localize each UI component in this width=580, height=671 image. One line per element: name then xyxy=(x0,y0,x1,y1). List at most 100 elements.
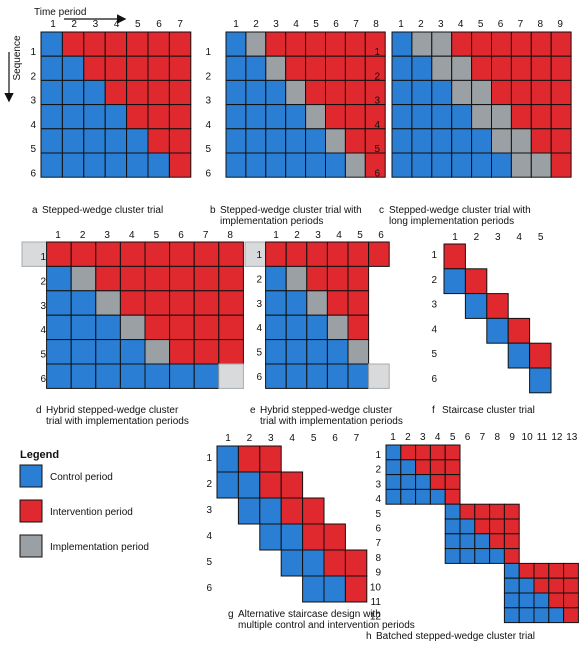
row-label-c-1: 1 xyxy=(374,47,380,58)
col-label-c-7: 7 xyxy=(518,19,524,30)
cell-g-r5-c4-control xyxy=(280,549,304,577)
col-label-h-7: 7 xyxy=(480,432,486,443)
panel-caption-d-1: Hybrid stepped-wedge cluster xyxy=(46,405,179,416)
cell-c-r1-c9-intervention xyxy=(550,31,572,57)
cell-g-r6-c5-control xyxy=(302,575,325,603)
cell-c-r4-c5-implementation xyxy=(471,104,493,130)
cell-a-r1-c7-intervention xyxy=(168,31,192,57)
cell-a-r5-c4-control xyxy=(104,128,128,154)
cell-c-r4-c7-intervention xyxy=(510,104,532,130)
col-label-g-6: 6 xyxy=(332,433,338,444)
cell-c-r6-c2-control xyxy=(411,152,433,178)
cell-f-r1-c1-intervention xyxy=(443,243,466,270)
cell-b-r4-c1-control xyxy=(225,104,247,130)
cell-d-r2-c2-control xyxy=(46,265,72,292)
panel-a: 1 2 3 4 5 6 7 1 2 3 4 5 6 a Stepped-wedge cluster tria… xyxy=(30,19,192,216)
cell-d-r3-c4-implementation xyxy=(95,290,121,316)
cell-h-r10-c11-intervention xyxy=(533,577,550,594)
cell-a-r2-c1-control xyxy=(40,55,63,81)
cell-e-r4-c5-implementation xyxy=(326,314,349,341)
cell-b-r2-c2-control xyxy=(245,55,267,81)
cell-c-r3-c8-intervention xyxy=(530,79,552,106)
col-label-h-9: 9 xyxy=(509,432,515,443)
cell-e-r2-c2-control xyxy=(265,265,287,292)
cell-g-r5-c7-intervention xyxy=(344,549,368,577)
cell-c-r1-c4-intervention xyxy=(451,31,473,57)
cell-b-r4-c3-control xyxy=(265,104,287,130)
cell-h-r2-c4-intervention xyxy=(429,459,446,476)
cell-g-r5-c5-control xyxy=(302,549,325,577)
row-label-e-3: 3 xyxy=(256,299,262,310)
col-label-d-6: 6 xyxy=(178,230,184,241)
col-label-f-4: 4 xyxy=(516,232,522,243)
row-label-g-2: 2 xyxy=(206,479,212,490)
row-label-d-3: 3 xyxy=(40,301,46,312)
cell-e-r3-c6-intervention xyxy=(347,290,370,316)
cell-f-r2-c2-intervention xyxy=(464,268,488,295)
cell-b-r5-c2-control xyxy=(245,128,267,154)
cell-f-r6-c5-control xyxy=(529,367,552,394)
col-label-h-13: 13 xyxy=(566,432,578,443)
cell-h-r6-c7-intervention xyxy=(474,518,491,535)
col-label-g-7: 7 xyxy=(354,433,360,444)
cell-d-r3-c8-intervention xyxy=(193,290,220,316)
cell-h-r12-c9-control xyxy=(503,607,520,624)
cell-c-r5-c1-control xyxy=(391,128,413,154)
cell-d-r2-c9-intervention xyxy=(218,265,244,292)
cell-g-r4-c3-control xyxy=(259,523,282,551)
cell-h-r3-c3-control xyxy=(415,474,431,490)
cell-c-r5-c7-implementation xyxy=(510,128,532,154)
cell-e-r1-c4-intervention xyxy=(306,241,328,267)
col-label-g-3: 3 xyxy=(268,433,274,444)
cell-a-r5-c6-intervention xyxy=(147,128,170,154)
cell-f-r5-c4-control xyxy=(507,342,531,369)
panel-letter-g: g xyxy=(228,609,234,620)
row-label-d-6: 6 xyxy=(40,374,46,385)
cell-h-r8-c6-control xyxy=(459,548,476,564)
col-label-d-5: 5 xyxy=(154,230,160,241)
cell-a-r1-c4-intervention xyxy=(104,31,128,57)
row-label-h-8: 8 xyxy=(375,553,381,564)
cell-c-r2-c8-intervention xyxy=(530,55,552,81)
cell-e-r4-c6-intervention xyxy=(347,314,370,341)
panel-caption-g-2: multiple control and intervention period… xyxy=(238,620,415,631)
col-label-a-7: 7 xyxy=(177,19,183,30)
cell-h-r3-c4-intervention xyxy=(429,474,446,490)
cell-a-r1-c5-intervention xyxy=(126,31,149,57)
legend-label-implementation: Implementation period xyxy=(50,542,149,553)
col-label-c-3: 3 xyxy=(438,19,444,30)
cell-h-r7-c5-control xyxy=(444,533,461,550)
cell-e-r5-c4-control xyxy=(306,339,328,365)
cell-c-r2-c2-control xyxy=(411,55,433,81)
cell-a-r1-c6-intervention xyxy=(147,31,170,57)
cell-b-r3-c4-implementation xyxy=(285,79,307,106)
cell-a-r2-c4-intervention xyxy=(104,55,128,81)
panel-letter-h: h xyxy=(366,631,372,642)
cell-h-r7-c6-control xyxy=(459,533,476,550)
cell-d-r6-c3-control xyxy=(70,363,97,389)
cell-h-r1-c5-intervention xyxy=(444,444,461,461)
panel-caption-f-1: Staircase cluster trial xyxy=(442,405,535,416)
legend-swatch-control xyxy=(19,464,43,488)
cell-e-r6-c5-control xyxy=(326,363,349,389)
cell-h-r3-c5-intervention xyxy=(444,474,461,490)
cell-h-r2-c3-intervention xyxy=(415,459,431,476)
col-label-d-7: 7 xyxy=(203,230,209,241)
row-label-a-2: 2 xyxy=(30,71,36,82)
col-label-d-2: 2 xyxy=(80,230,86,241)
col-label-h-2: 2 xyxy=(405,432,411,443)
row-label-d-4: 4 xyxy=(40,325,46,336)
cell-h-r3-c1-control xyxy=(385,474,402,490)
cell-g-r3-c4-intervention xyxy=(280,497,304,525)
cell-c-r3-c7-intervention xyxy=(510,79,532,106)
cell-a-r6-c1-control xyxy=(40,152,63,178)
cell-c-r6-c3-control xyxy=(431,152,453,178)
cell-h-r12-c13-intervention xyxy=(563,607,579,624)
cell-d-r1-c3-intervention xyxy=(70,241,97,267)
row-label-b-2: 2 xyxy=(205,71,211,82)
cell-c-r1-c8-intervention xyxy=(530,31,552,57)
col-label-e-1: 1 xyxy=(273,230,279,241)
cell-c-r1-c5-intervention xyxy=(471,31,493,57)
row-label-g-1: 1 xyxy=(206,453,212,464)
